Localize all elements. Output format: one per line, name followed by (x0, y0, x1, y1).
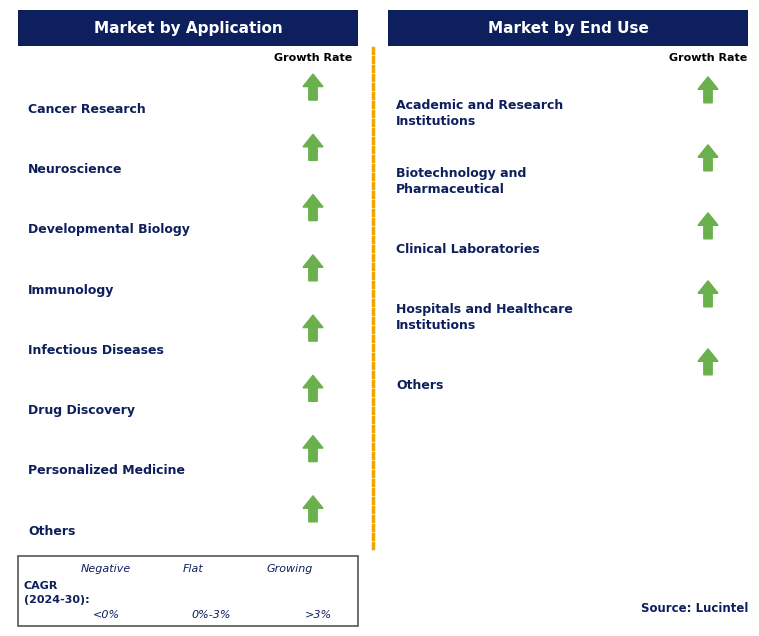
Text: Academic and Research
Institutions: Academic and Research Institutions (396, 99, 563, 128)
Text: Growing: Growing (267, 564, 313, 574)
Polygon shape (698, 77, 718, 103)
Polygon shape (698, 213, 718, 238)
Text: Infectious Diseases: Infectious Diseases (28, 344, 164, 357)
Polygon shape (303, 315, 323, 341)
Text: Neuroscience: Neuroscience (28, 163, 122, 176)
Text: 0%-3%: 0%-3% (191, 610, 231, 620)
Text: Cancer Research: Cancer Research (28, 103, 146, 116)
Polygon shape (310, 579, 326, 603)
Text: Market by Application: Market by Application (93, 20, 282, 36)
Polygon shape (97, 579, 115, 603)
Polygon shape (192, 581, 230, 600)
Polygon shape (303, 195, 323, 221)
Text: Drug Discovery: Drug Discovery (28, 404, 135, 417)
Text: Others: Others (396, 379, 443, 392)
Polygon shape (303, 74, 323, 100)
Text: Clinical Laboratories: Clinical Laboratories (396, 243, 540, 256)
Text: Flat: Flat (183, 564, 203, 574)
Text: Growth Rate: Growth Rate (274, 53, 352, 63)
Text: Personalized Medicine: Personalized Medicine (28, 464, 185, 478)
Text: >3%: >3% (304, 610, 332, 620)
Text: <0%: <0% (93, 610, 120, 620)
Polygon shape (303, 375, 323, 401)
Text: Hospitals and Healthcare
Institutions: Hospitals and Healthcare Institutions (396, 303, 573, 333)
Polygon shape (698, 145, 718, 171)
Text: Source: Lucintel: Source: Lucintel (641, 602, 748, 614)
Text: Market by End Use: Market by End Use (487, 20, 648, 36)
Polygon shape (303, 134, 323, 160)
Text: (2024-30):: (2024-30): (24, 595, 90, 605)
Polygon shape (698, 281, 718, 307)
Bar (18, 10, 358, 46)
Polygon shape (698, 349, 718, 375)
Text: Developmental Biology: Developmental Biology (28, 223, 190, 237)
Text: Biotechnology and
Pharmaceutical: Biotechnology and Pharmaceutical (396, 167, 527, 197)
Polygon shape (303, 496, 323, 522)
Bar (388, 10, 748, 46)
Text: Negative: Negative (81, 564, 131, 574)
Text: Immunology: Immunology (28, 284, 115, 296)
Text: Others: Others (28, 525, 75, 537)
Polygon shape (303, 436, 323, 462)
Text: Growth Rate: Growth Rate (669, 53, 747, 63)
Text: CAGR: CAGR (24, 581, 58, 591)
Polygon shape (303, 255, 323, 281)
Bar (18, 556, 358, 626)
